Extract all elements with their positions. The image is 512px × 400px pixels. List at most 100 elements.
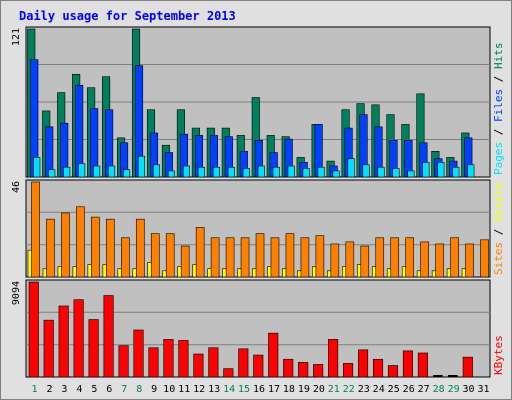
bar-kbytes-day-17 <box>268 332 279 378</box>
bar-pages-day-22 <box>347 158 355 178</box>
bar-pages-day-12 <box>197 166 205 178</box>
bar-sites-day-13 <box>210 237 220 278</box>
bar-files-day-4 <box>75 84 84 178</box>
y-max-label: 46 <box>11 181 22 193</box>
y-max-label: 121 <box>11 28 22 46</box>
bar-sites-day-20 <box>315 235 325 278</box>
bar-pages-day-18 <box>287 165 295 178</box>
day-label: 8 <box>136 384 142 395</box>
chart-panels: 121 Pages / Files / Hits 46 Sites / Visits 9… <box>11 26 505 378</box>
bar-sites-day-15 <box>240 237 250 278</box>
day-label: 23 <box>358 384 370 395</box>
bar-sites-day-28 <box>435 243 444 278</box>
bar-sites-day-1 <box>31 181 40 278</box>
side-label-part: Sites <box>492 242 505 275</box>
day-label: 19 <box>298 384 310 395</box>
bar-sites-day-19 <box>300 237 310 278</box>
bar-sites-day-24 <box>375 237 385 278</box>
bar-pages-day-14 <box>227 166 235 178</box>
panel-hits_files_pages: 121 Pages / Files / Hits <box>11 26 505 178</box>
bar-sites-day-16 <box>255 233 265 278</box>
side-label-part: / <box>492 69 505 89</box>
bar-kbytes-day-16 <box>253 354 264 378</box>
bar-pages-day-25 <box>392 168 400 178</box>
bar-sites-day-12 <box>195 227 205 278</box>
bar-pages-day-20 <box>317 166 325 178</box>
day-label: 1 <box>31 384 37 395</box>
bar-sites-day-29 <box>450 237 459 278</box>
bar-kbytes-day-1 <box>28 281 39 378</box>
bar-pages-day-13 <box>212 166 220 178</box>
bar-sites-day-17 <box>270 237 280 278</box>
bar-pages-day-6 <box>108 165 116 178</box>
x-axis-day-labels: 1 2 3 4 5 6 7 8 9 10 11 12 13 14 15 16 17 18 19 20 21 22 23 24 2… <box>31 384 489 395</box>
bar-pages-day-8 <box>137 155 146 178</box>
bar-pages-day-9 <box>152 164 161 178</box>
bar-kbytes-day-12 <box>193 353 204 378</box>
bar-kbytes-day-15 <box>238 348 249 378</box>
day-label: 6 <box>106 384 112 395</box>
bar-kbytes-day-22 <box>343 363 354 378</box>
bar-kbytes-day-25 <box>387 365 399 378</box>
bar-sites-day-3 <box>61 212 70 278</box>
bar-sites-day-5 <box>91 216 100 278</box>
bar-sites-day-11 <box>180 245 190 278</box>
bar-kbytes-day-3 <box>58 305 69 378</box>
bar-pages-day-7 <box>123 169 131 178</box>
bar-kbytes-day-6 <box>103 295 114 378</box>
bar-pages-day-10 <box>167 170 176 178</box>
bar-pages-day-5 <box>93 165 101 178</box>
bar-pages-day-2 <box>48 169 56 178</box>
bar-kbytes-day-11 <box>178 340 189 378</box>
bar-kbytes-day-9 <box>148 347 159 378</box>
bar-sites-day-14 <box>225 237 235 278</box>
day-label: 17 <box>268 384 280 395</box>
bar-kbytes-day-27 <box>417 352 428 378</box>
chart-title: Daily usage for September 2013 <box>19 9 236 23</box>
bar-kbytes-day-7 <box>118 345 129 378</box>
side-label-part: / <box>492 222 505 242</box>
day-label: 24 <box>373 384 385 395</box>
bar-sites-day-8 <box>135 218 145 278</box>
day-label: 9 <box>151 384 157 395</box>
bar-sites-day-6 <box>106 218 115 278</box>
bar-pages-day-11 <box>182 165 190 178</box>
bar-sites-day-10 <box>165 233 175 278</box>
bar-kbytes-day-20 <box>313 364 324 378</box>
day-label: 21 <box>328 384 340 395</box>
day-label: 28 <box>433 384 445 395</box>
panel-kbytes: 9094 KBytes <box>11 279 505 378</box>
bar-sites-day-31 <box>480 239 489 278</box>
bar-sites-day-25 <box>390 237 400 278</box>
bar-sites-day-26 <box>405 237 414 278</box>
day-label: 30 <box>462 384 474 395</box>
bar-pages-day-1 <box>33 157 41 178</box>
bar-sites-day-7 <box>121 237 130 278</box>
bar-kbytes-day-13 <box>208 347 219 378</box>
panel-visits_sites: 46 Sites / Visits <box>11 179 505 278</box>
bar-kbytes-day-5 <box>88 319 99 378</box>
day-label: 22 <box>343 384 355 395</box>
day-label: 3 <box>61 384 67 395</box>
bar-sites-day-21 <box>330 243 340 278</box>
day-label: 13 <box>208 384 220 395</box>
bar-sites-day-18 <box>285 233 295 278</box>
bar-pages-day-16 <box>257 165 265 178</box>
y-max-label: 9094 <box>11 281 22 305</box>
bar-kbytes-day-30 <box>462 356 473 378</box>
day-label: 26 <box>403 384 415 395</box>
bar-kbytes-day-10 <box>163 339 174 378</box>
day-label: 20 <box>313 384 325 395</box>
bar-kbytes-day-19 <box>298 362 309 378</box>
day-label: 15 <box>238 384 250 395</box>
bar-sites-day-4 <box>76 206 85 278</box>
day-label: 11 <box>178 384 190 395</box>
bar-pages-day-27 <box>422 162 430 178</box>
bar-pages-day-21 <box>332 170 340 178</box>
day-label: 5 <box>91 384 97 395</box>
bar-pages-day-4 <box>78 163 86 178</box>
bar-pages-day-28 <box>437 162 445 178</box>
day-label: 31 <box>477 384 489 395</box>
day-label: 18 <box>283 384 295 395</box>
